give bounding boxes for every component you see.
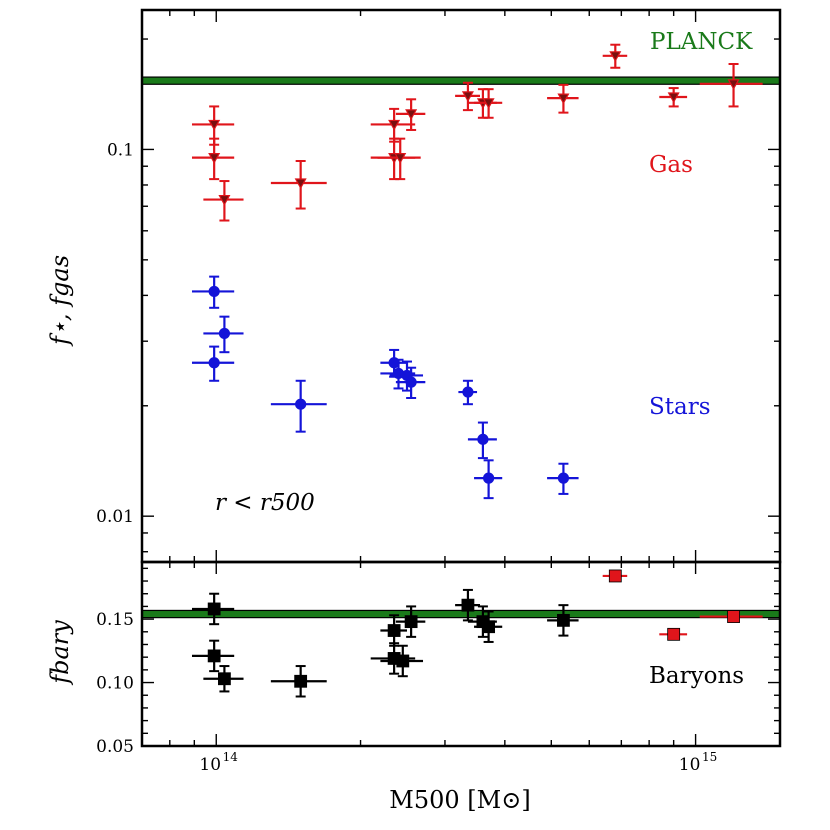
data-point: [608, 569, 622, 583]
data-point: [387, 624, 401, 637]
data-point: [396, 654, 410, 668]
data-point: [388, 119, 401, 131]
y-tick-label: 0.05: [96, 737, 134, 757]
x-tick-exponent: 14: [223, 750, 239, 764]
data-point: [477, 433, 489, 445]
series-stars: [191, 275, 579, 500]
y-tick-label: 0.01: [96, 507, 134, 527]
data-point: [294, 674, 308, 688]
panel-frame: [140, 8, 782, 564]
series-baryons-upper-limits-: [602, 569, 763, 641]
data-point: [557, 472, 570, 484]
data-point: [461, 91, 474, 103]
y-tick-label: 0.10: [96, 674, 134, 694]
top-y-axis-label: f⋆, fgas: [46, 255, 74, 347]
x-axis-label: M500 [M⊙]: [389, 786, 530, 814]
data-point: [207, 602, 221, 616]
data-point: [208, 153, 221, 164]
data-point: [295, 398, 307, 410]
data-point: [294, 178, 307, 190]
data-point: [557, 93, 570, 105]
data-point: [461, 598, 475, 612]
data-point: [667, 627, 681, 641]
y-tick-label: 0.15: [96, 610, 134, 630]
data-point: [727, 610, 740, 623]
data-point: [483, 472, 495, 484]
data-point: [405, 376, 417, 388]
data-point: [462, 386, 474, 398]
data-point: [218, 194, 231, 206]
panel-frame: [140, 560, 782, 748]
planck-label: PLANCK: [650, 29, 753, 55]
data-point: [218, 672, 231, 686]
data-point: [208, 119, 221, 131]
data-point: [482, 98, 495, 110]
data-point: [208, 285, 220, 298]
series-baryons: [191, 588, 579, 698]
planck-reference-band: [141, 76, 781, 85]
data-point: [482, 620, 496, 634]
y-tick-label: 0.1: [107, 140, 134, 160]
data-point: [405, 109, 418, 121]
x-tick-label: 10: [679, 755, 701, 775]
radius-label: r < r500: [215, 490, 315, 516]
gas-label: Gas: [649, 152, 693, 178]
data-point: [404, 615, 418, 629]
data-point: [208, 357, 220, 369]
data-point: [609, 51, 622, 63]
data-point: [557, 613, 570, 627]
baryons-label: Baryons: [649, 663, 744, 689]
bottom-y-axis-label: fbary: [46, 620, 74, 686]
data-point: [394, 153, 407, 164]
top-panel: 0.1 0.01: [96, 8, 782, 564]
stars-label: Stars: [649, 394, 711, 420]
data-point: [727, 79, 740, 91]
x-tick-label: 10: [199, 755, 221, 775]
data-point: [207, 649, 221, 663]
x-tick-exponent: 15: [702, 750, 717, 764]
planck-reference-band: [141, 609, 781, 619]
data-point: [218, 327, 231, 340]
series-gas: [191, 43, 763, 222]
data-point: [667, 92, 680, 104]
